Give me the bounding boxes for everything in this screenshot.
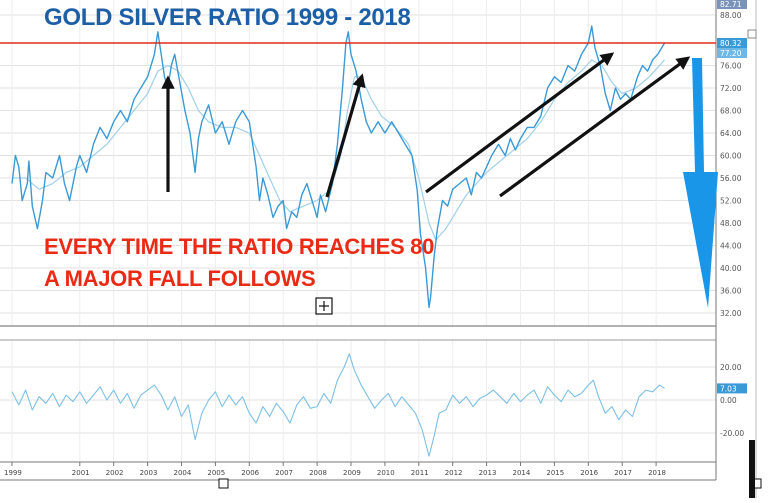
annotation-arrow-down <box>683 58 718 308</box>
main-y-tick-label: 52.00 <box>720 197 742 206</box>
main-y-tick-label: 76.00 <box>720 62 742 71</box>
x-tick-label: 2011 <box>411 469 429 477</box>
x-tick-label: 2006 <box>241 469 259 477</box>
x-tick-label: 2004 <box>174 469 192 477</box>
main-y-tick-label: 48.00 <box>720 219 742 228</box>
x-tick-label: 2002 <box>106 469 124 477</box>
x-tick-label: 2016 <box>580 469 598 477</box>
price-label: 80.32 <box>720 39 742 48</box>
x-tick-label: 2010 <box>377 469 395 477</box>
annotation-line-2: A MAJOR FALL FOLLOWS <box>44 266 316 291</box>
price-label-box <box>717 48 747 58</box>
x-tick-label: 2009 <box>343 469 361 477</box>
annotation-arrow-up <box>325 73 366 198</box>
osc-price-label-box <box>717 383 747 394</box>
main-y-tick-label: 40.00 <box>720 264 742 273</box>
x-tick-label: 2015 <box>546 469 564 477</box>
main-y-tick-label: 56.00 <box>720 174 742 183</box>
series-oscillator <box>11 353 665 457</box>
osc-y-tick-label: 20.00 <box>720 363 742 372</box>
main-y-tick-label: 72.00 <box>720 84 742 93</box>
x-tick-label: 2008 <box>309 469 327 477</box>
x-tick-label: 2013 <box>479 469 497 477</box>
main-y-tick-label: 32.00 <box>720 309 742 318</box>
price-label: 77.20 <box>720 49 742 58</box>
x-tick-label: 2005 <box>207 469 225 477</box>
price-label-box <box>717 0 747 9</box>
x-tick-label: 2014 <box>513 469 531 477</box>
osc-price-label: 7.03 <box>720 384 737 393</box>
x-tick-label: 2018 <box>648 469 666 477</box>
main-y-tick-label: 64.00 <box>720 129 742 138</box>
x-tick-label: 2017 <box>614 469 632 477</box>
x-tick-label: 2007 <box>275 469 293 477</box>
x-tick-label: 2003 <box>140 469 158 477</box>
price-label: 82.71 <box>720 0 742 9</box>
main-y-tick-label: 36.00 <box>720 287 742 296</box>
x-tick-label: 2012 <box>445 469 463 477</box>
resize-handle[interactable] <box>218 478 229 489</box>
x-tick-label: 2001 <box>72 469 90 477</box>
chart-title: GOLD SILVER RATIO 1999 - 2018 <box>44 4 411 31</box>
osc-y-tick-label: 0.00 <box>720 396 737 405</box>
main-y-tick-label: 44.00 <box>720 242 742 251</box>
scale-handle[interactable] <box>747 29 757 39</box>
annotation-arrow-up <box>499 56 691 198</box>
main-y-tick-label: 88.00 <box>720 11 742 20</box>
annotation-line-1: EVERY TIME THE RATIO REACHES 80 <box>44 234 435 259</box>
main-y-tick-label: 60.00 <box>720 152 742 161</box>
right-scrollbar[interactable] <box>749 440 755 498</box>
osc-y-tick-label: -20.00 <box>720 429 744 438</box>
main-y-tick-label: 68.00 <box>720 107 742 116</box>
annotation-arrow-up <box>425 52 615 194</box>
x-tick-label: 1999 <box>4 469 22 477</box>
price-label-box <box>717 38 747 48</box>
